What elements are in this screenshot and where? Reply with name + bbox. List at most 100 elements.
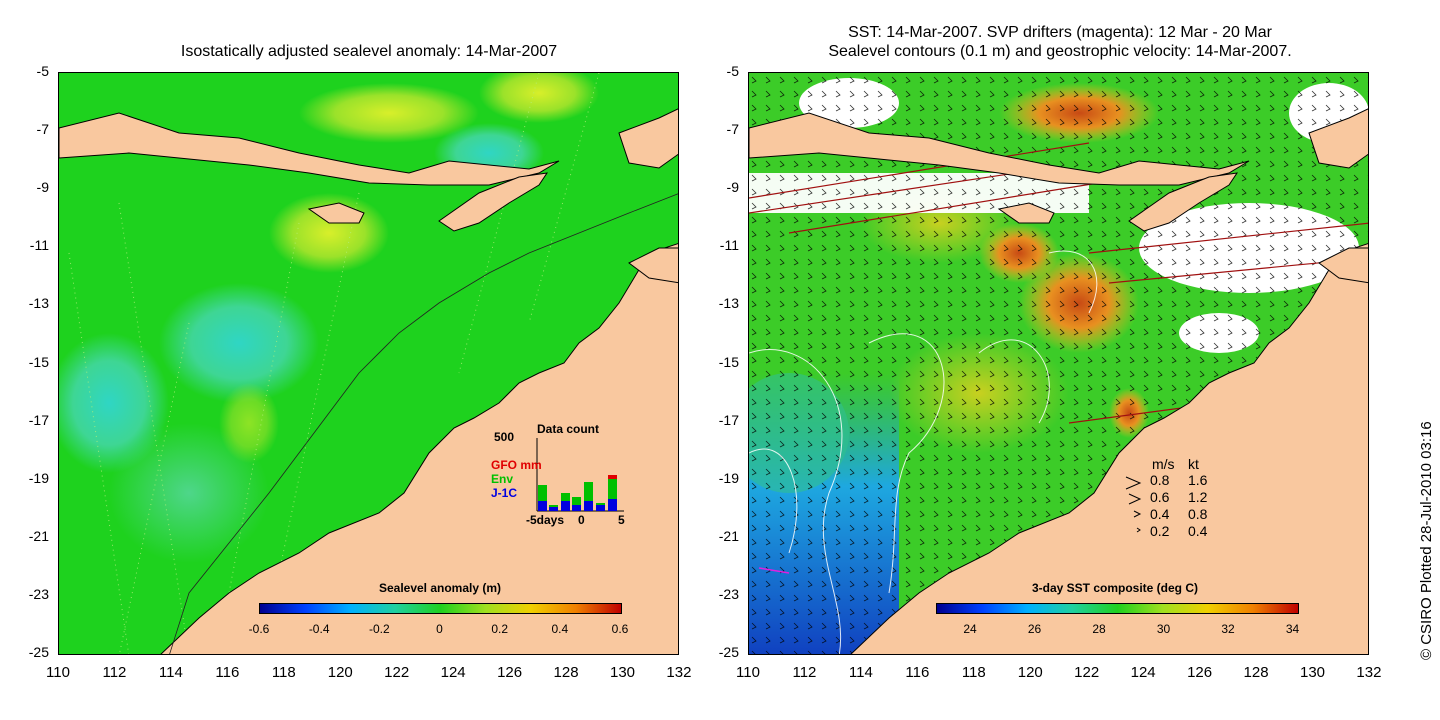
lon-tick-label: 118 [961,664,986,681]
australia-landmass [160,243,678,654]
inset-ymax: 500 [494,430,515,444]
lat-tick-label: -21 [718,527,739,544]
inset-bar [538,501,547,511]
inset-xtick: 0 [578,513,585,527]
sealevel-contours [749,250,1098,654]
lon-tick-label: 120 [327,664,353,681]
sst-colorbar-tick: 30 [1156,622,1171,636]
velocity-legend-arrows [1125,476,1142,533]
sla-anomaly-yellow [219,383,279,463]
lon-tick-label: 128 [1243,664,1269,681]
inset-bar [608,475,617,511]
lon-tick-label: 122 [384,664,410,681]
lon-tick-label: 128 [553,664,579,681]
inset-bar [584,501,593,511]
sst-colorbar-title: 3-day SST composite (deg C) [1031,581,1199,595]
timor-island [1128,172,1239,232]
velocity-legend-kt: 0.8 [1188,506,1208,522]
velocity-legend-ms: 0.2 [1150,523,1170,539]
left-map-title: Isostatically adjusted sealevel anomaly:… [180,43,558,60]
lat-tick-label: -13 [718,295,739,312]
lat-tick-label: -9 [36,179,49,196]
lat-tick-label: -7 [726,121,739,138]
inset-bar [596,505,605,511]
lon-tick-label: 122 [1074,664,1100,681]
velocity-legend-header-kt: kt [1188,456,1199,472]
lon-tick-label: 116 [215,664,240,681]
lon-tick-label: 116 [905,664,930,681]
sla-anomaly-cyan [159,283,319,403]
inset-bar [608,475,617,479]
lat-tick-label: -7 [36,121,49,138]
sumba-island [307,202,365,224]
right-map-title-line1: SST: 14-Mar-2007. SVP drifters (magenta)… [848,24,1272,41]
inset-title: Data count [537,422,600,436]
inset-bar [549,507,558,511]
lat-tick-label: -9 [726,179,739,196]
inset-series-env: Env [491,472,514,486]
indonesian-islands [59,112,560,186]
lat-tick-label: -23 [28,585,49,602]
velocity-legend-kt: 1.6 [1188,472,1208,488]
sst-colorbar-tick: 26 [1027,622,1042,636]
velocity-legend-kt: 1.2 [1188,489,1208,505]
svp-drifter [758,567,790,574]
lat-tick-label: -25 [28,644,49,660]
inset-bar [561,501,570,511]
altimeter-tracks [68,73,600,654]
sla-anomaly-yellow [479,73,599,123]
indonesian-islands [749,112,1250,186]
lon-tick-label: 120 [1017,664,1043,681]
lat-tick-label: -5 [726,63,739,79]
velocity-legend-ms: 0.8 [1150,472,1170,488]
lon-tick-label: 124 [440,664,466,681]
lat-tick-label: -19 [718,469,739,486]
lat-tick-label: -15 [718,353,739,370]
inset-bar [608,499,617,511]
inset-series-gfo: GFO mm [491,458,542,472]
lon-tick-label: 112 [102,664,127,681]
lon-tick-label: 114 [848,664,873,681]
lat-tick-label: -17 [718,411,739,428]
inset-series-j1c: J-1C [491,486,518,500]
lon-tick-label: 126 [497,664,523,681]
lat-tick-label: -23 [718,585,739,602]
inset-bar [584,482,593,511]
lat-tick-label: -17 [28,411,49,428]
velocity-legend-kt: 0.4 [1188,523,1208,539]
sla-colorbar-tick: -0.6 [248,622,270,636]
lat-tick-label: -13 [28,295,49,312]
lon-tick-label: 126 [1187,664,1213,681]
inset-xtick: 5 [618,513,625,527]
sla-colorbar-tick: -0.2 [368,622,390,636]
lon-tick-label: 130 [609,664,636,681]
lat-tick-label: -11 [29,237,49,254]
timor-island [438,172,549,232]
sla-colorbar-tick: 0 [436,622,443,636]
sla-colorbar-tick: -0.4 [308,622,330,636]
data-count-inset [536,438,624,512]
sst-colorbar-tick: 28 [1092,622,1106,636]
sst-colorbar-tick: 34 [1285,622,1300,636]
lat-tick-label: -11 [719,237,739,254]
lon-tick-label: 112 [792,664,817,681]
inset-xtick: -5days [526,513,565,527]
north-islands [1308,108,1368,169]
sst-colorbar-tick: 32 [1221,622,1235,636]
lon-tick-label: 110 [46,664,70,681]
inset-bar [538,485,547,511]
sla-colorbar-title: Sealevel anomaly (m) [378,581,502,595]
lon-tick-label: 132 [666,664,692,681]
velocity-legend-ms: 0.6 [1150,489,1170,505]
sla-anomaly-yellow [299,83,479,143]
lon-tick-label: 132 [1356,664,1382,681]
lat-tick-label: -5 [36,63,49,79]
sla-colorbar-tick: 0.4 [551,622,569,636]
velocity-legend-ms: 0.4 [1150,506,1170,522]
sla-colorbar [259,603,622,614]
sla-anomaly-mint [109,423,269,563]
sumba-island [997,202,1055,224]
credit-text: © CSIRO Plotted 28-Jul-2010 03:16 [1418,421,1435,660]
lon-tick-label: 110 [736,664,760,681]
lat-tick-label: -19 [28,469,49,486]
